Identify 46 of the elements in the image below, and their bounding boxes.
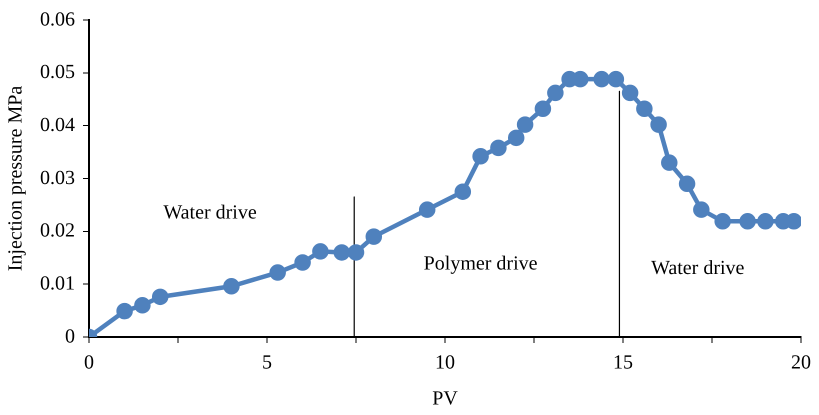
y-tick-label: 0.04: [40, 114, 75, 136]
x-tick-label: 20: [791, 351, 811, 374]
point: [547, 84, 564, 102]
y-tick-label: 0.06: [40, 8, 75, 30]
point: [116, 302, 133, 320]
point: [593, 70, 610, 88]
y-tick-label: 0.01: [40, 272, 75, 294]
point: [223, 278, 240, 295]
y-tick-label: 0.05: [40, 61, 75, 84]
point: [608, 70, 624, 88]
y-tick-label: 0.02: [40, 220, 75, 242]
y-tick-label: 0: [65, 325, 75, 348]
point: [294, 254, 311, 271]
point: [418, 201, 436, 218]
point: [757, 213, 774, 230]
point: [472, 148, 489, 165]
annotation: Water drive: [163, 202, 257, 224]
point: [650, 116, 667, 133]
point: [334, 244, 350, 261]
point: [269, 264, 286, 281]
point: [454, 183, 472, 200]
annotation: Water drive: [651, 257, 745, 280]
y-axis-title: Injection pressure MPa: [4, 86, 26, 272]
point: [622, 84, 638, 102]
point: [152, 288, 168, 306]
point: [490, 140, 507, 156]
point: [366, 228, 382, 245]
point: [636, 100, 653, 118]
point: [508, 130, 524, 146]
point: [534, 100, 552, 118]
x-axis-title: PV: [432, 387, 458, 410]
point: [678, 176, 696, 192]
x-tick-label: 10: [435, 351, 455, 374]
x-tick-label: 5: [262, 351, 272, 374]
point: [693, 201, 710, 218]
point: [516, 116, 534, 133]
point: [661, 154, 678, 171]
x-tick-label: 15: [613, 351, 633, 374]
point: [348, 244, 364, 261]
point: [134, 297, 151, 314]
annotation: Polymer drive: [424, 252, 538, 274]
point: [312, 243, 329, 260]
x-tick-label: 0: [84, 351, 94, 374]
y-tick-label: 0.03: [40, 166, 75, 189]
point: [739, 213, 756, 230]
point: [714, 213, 731, 230]
